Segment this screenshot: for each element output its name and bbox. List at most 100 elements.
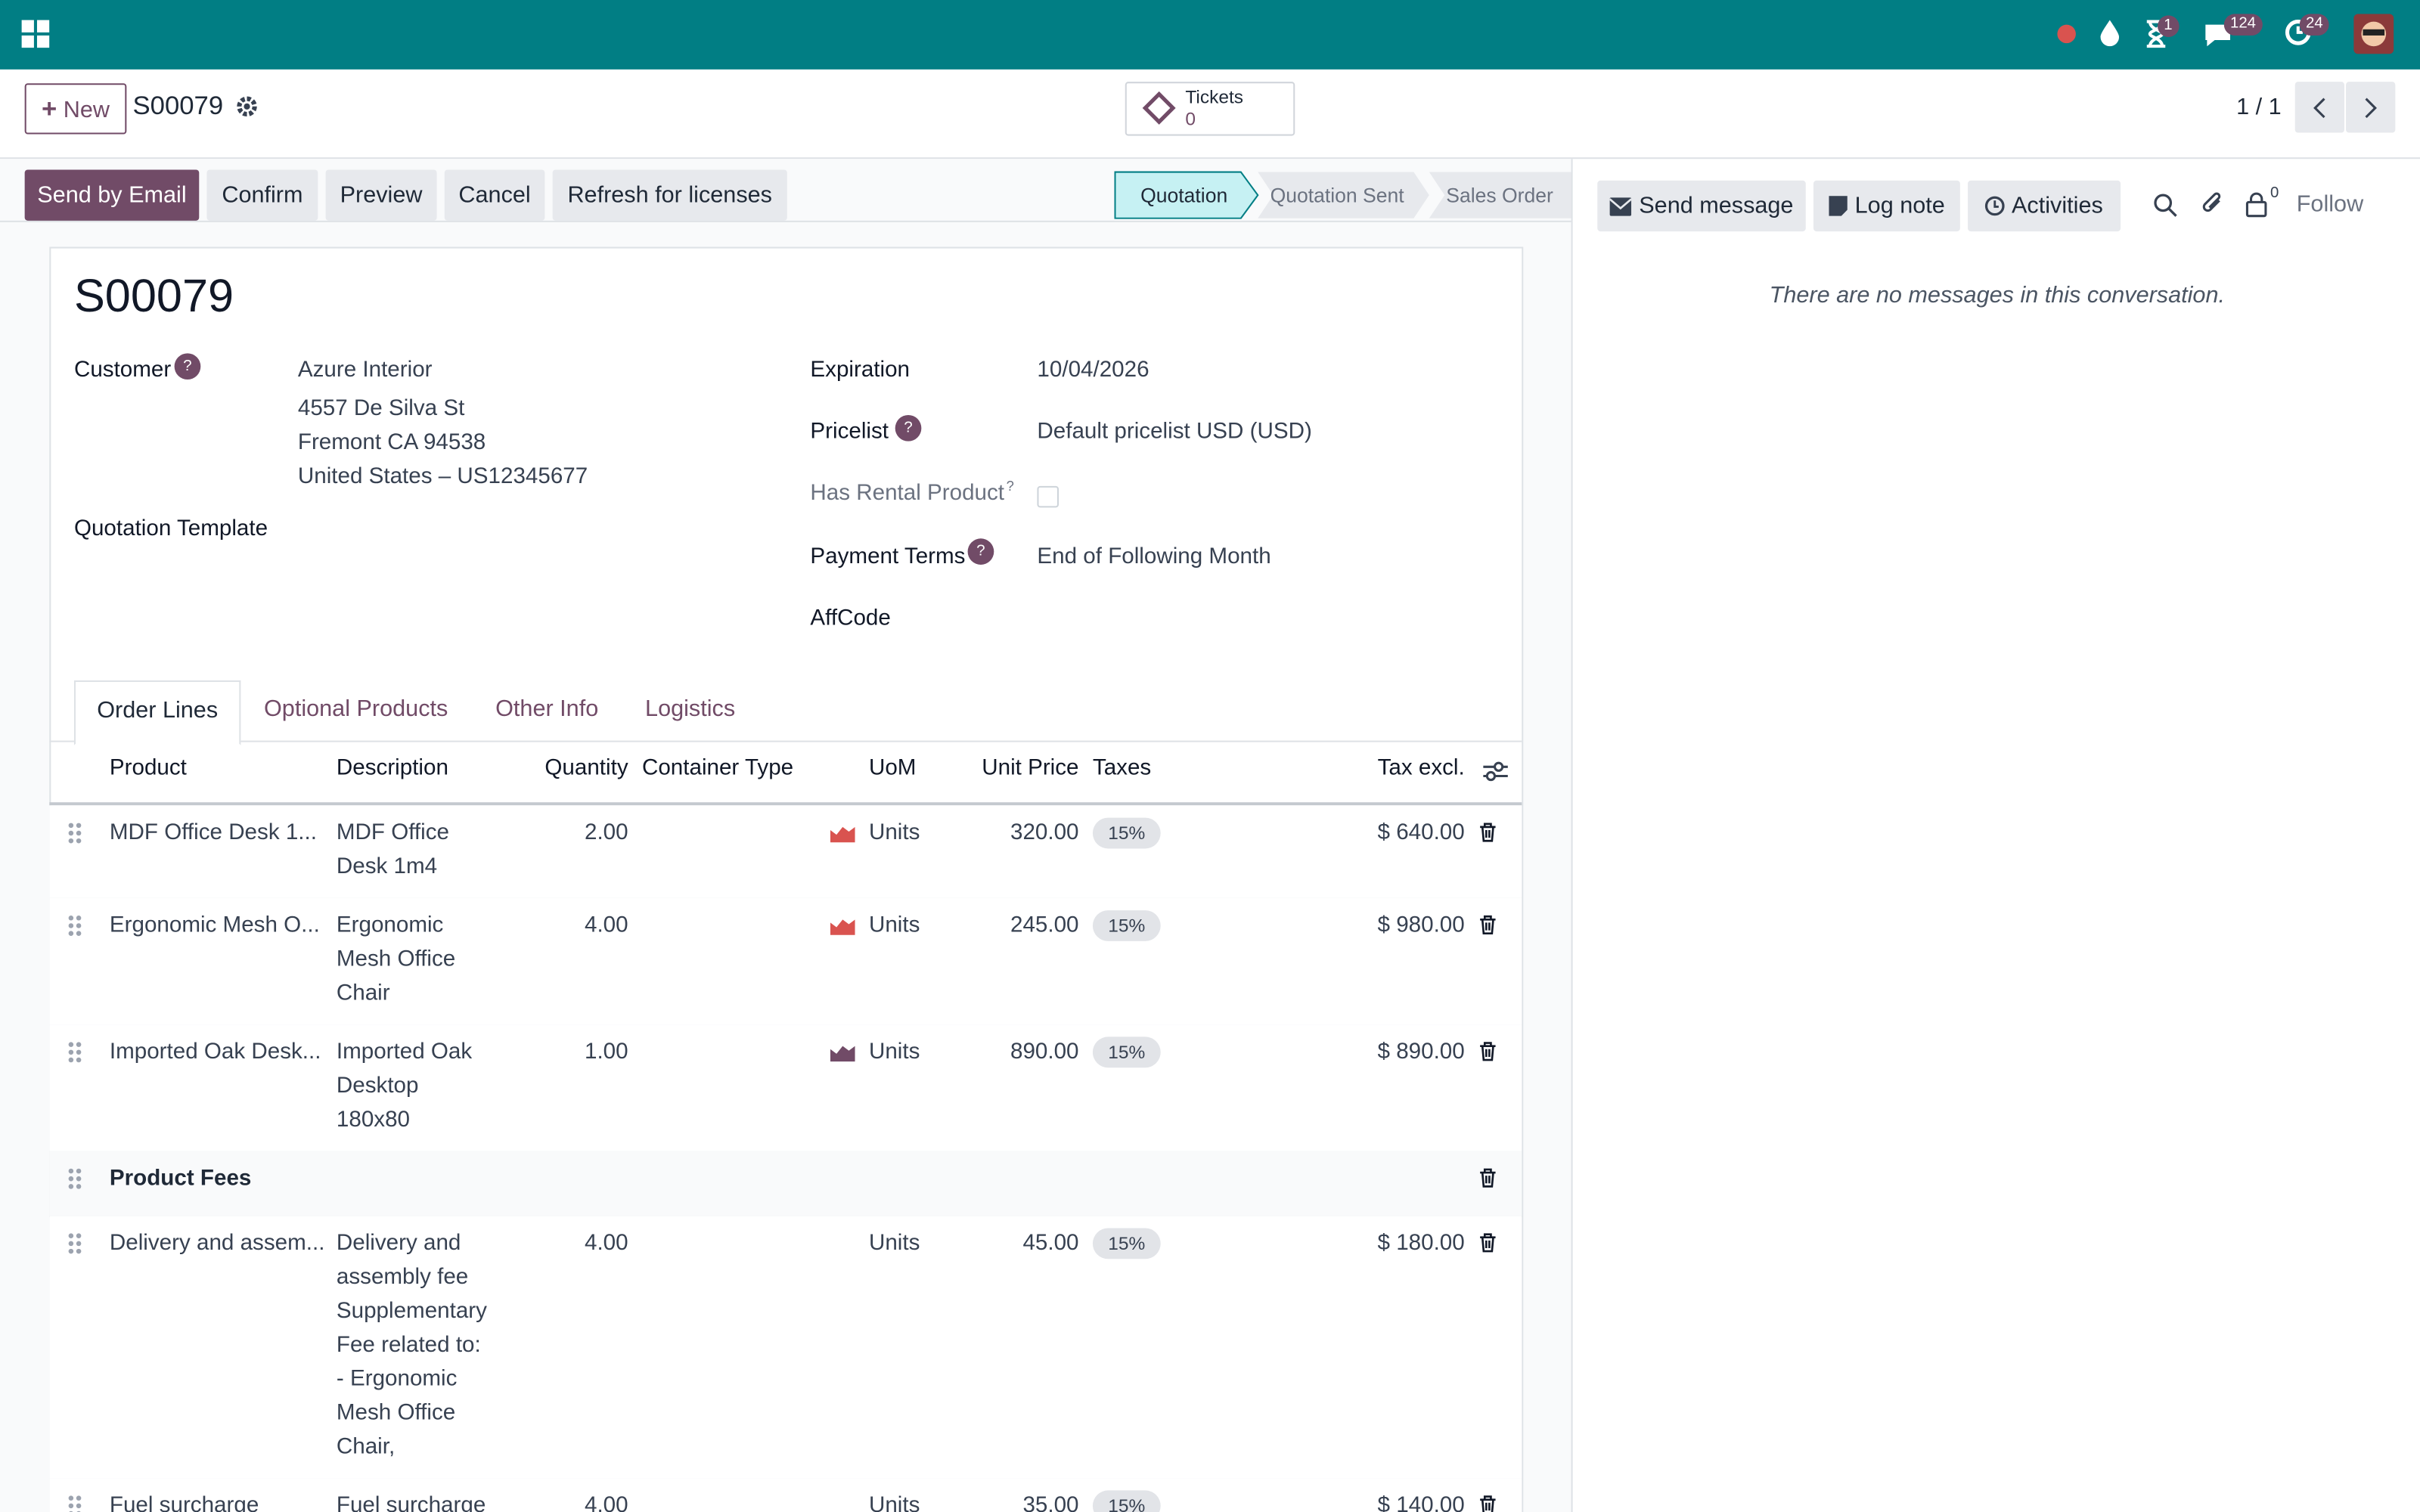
pager-prev[interactable] [2294, 82, 2344, 133]
drag-handle[interactable] [68, 915, 82, 937]
follow-button[interactable]: Follow [2296, 191, 2364, 218]
column-header[interactable]: Description [336, 756, 448, 781]
chat-icon[interactable] [2202, 20, 2233, 48]
navbar [0, 0, 2420, 70]
divider [0, 157, 2420, 160]
delete-button[interactable] [1478, 1495, 1497, 1512]
tickets-label: Tickets [1185, 86, 1244, 108]
drag-handle-glyph [68, 1233, 82, 1254]
forecast-icon[interactable] [830, 916, 855, 937]
drag-handle[interactable] [68, 823, 82, 844]
attachment-icon[interactable] [2201, 191, 2226, 218]
drag-handle[interactable] [68, 1495, 82, 1512]
drop-icon[interactable] [2099, 18, 2121, 47]
drag-handle-glyph [68, 1168, 82, 1189]
forecast-icon[interactable] [830, 1043, 855, 1064]
product: Ergonomic Mesh O... [109, 913, 320, 938]
action-button[interactable]: Cancel [444, 169, 545, 221]
description-line: assembly fee [336, 1265, 469, 1290]
avatar[interactable] [2353, 14, 2394, 54]
column-header[interactable]: Quantity [544, 756, 628, 781]
status-step[interactable]: Sales Order [1446, 183, 1553, 207]
description-line: MDF Office [336, 820, 449, 846]
tab[interactable]: Optional Products [263, 696, 448, 723]
help-icon[interactable]: ? [967, 538, 994, 565]
divider [0, 220, 1571, 222]
action-button[interactable]: Preview [325, 169, 437, 221]
pager-next[interactable] [2346, 82, 2396, 133]
product: Imported Oak Desk... [109, 1040, 321, 1065]
record-icon[interactable] [2055, 23, 2077, 45]
status-step[interactable]: Quotation Sent [1270, 183, 1404, 207]
delete-button[interactable] [1478, 915, 1497, 935]
description-line: Desktop [336, 1074, 419, 1099]
timer-icon[interactable] [2144, 20, 2169, 48]
column-header[interactable]: Unit Price [982, 756, 1079, 781]
tab[interactable]: Other Info [495, 696, 599, 723]
chatter-button[interactable]: Activities [1968, 180, 2121, 232]
checkbox[interactable] [1037, 485, 1059, 508]
address-line: United States – US12345677 [297, 464, 588, 489]
field-label: Customer [73, 358, 172, 383]
pager: 1 / 1 [2236, 94, 2282, 121]
description-line: 180x80 [336, 1108, 410, 1132]
tab[interactable]: Logistics [645, 696, 736, 723]
action-button[interactable]: Confirm [206, 169, 318, 221]
drag-handle[interactable] [68, 1042, 82, 1064]
status-step[interactable]: Quotation [1140, 183, 1228, 207]
search-icon[interactable] [2153, 193, 2178, 218]
field-value[interactable]: 10/04/2026 [1037, 358, 1150, 383]
delete-button[interactable] [1478, 823, 1497, 843]
field-value[interactable]: End of Following Month [1037, 544, 1271, 570]
label: New [63, 97, 110, 124]
field-label: Pricelist [810, 420, 889, 445]
quantity: 4.00 [584, 1493, 628, 1512]
record-title: S00079 [73, 271, 234, 323]
column-settings[interactable] [1483, 761, 1508, 782]
delete-button[interactable] [1478, 1233, 1497, 1253]
gear-icon[interactable] [236, 96, 258, 118]
empty-message: There are no messages in this conversati… [1769, 282, 2225, 309]
action-button[interactable]: Send by Email [24, 169, 200, 221]
column-header[interactable]: Tax excl. [1377, 756, 1465, 781]
section-name: Product Fees [109, 1166, 252, 1191]
drag-handle-glyph [68, 916, 82, 936]
label: Log note [1854, 193, 1945, 219]
action-button[interactable]: Refresh for licenses [552, 169, 787, 221]
column-header[interactable]: Product [109, 756, 187, 781]
product: Delivery and assem... [109, 1231, 325, 1256]
delete-button[interactable] [1478, 1042, 1497, 1062]
column-header[interactable]: Taxes [1092, 756, 1152, 781]
drag-handle[interactable] [68, 1233, 82, 1255]
chatter-button[interactable]: Send message [1597, 180, 1806, 232]
table-row[interactable] [49, 1478, 1522, 1512]
table-row[interactable] [49, 897, 1522, 1027]
description-line: Fuel surcharge [336, 1493, 486, 1512]
help-icon[interactable]: ? [1006, 478, 1014, 494]
uom: Units [868, 1493, 920, 1512]
table-row[interactable] [49, 1151, 1522, 1218]
drag-handle[interactable] [68, 1168, 82, 1190]
tickets-button[interactable] [1125, 82, 1295, 136]
quantity: 4.00 [584, 1231, 628, 1256]
label: Activities [2012, 193, 2103, 219]
apps-icon[interactable] [21, 20, 50, 48]
field-value[interactable]: Default pricelist USD (USD) [1037, 420, 1312, 445]
label: Send message [1639, 193, 1794, 219]
description-line: Chair, [336, 1434, 396, 1460]
quantity: 2.00 [584, 820, 628, 846]
table-row[interactable] [49, 1216, 1522, 1480]
help-icon[interactable]: ? [895, 414, 922, 442]
tax-tag: 15% [1092, 1490, 1161, 1512]
tab-line [49, 740, 1522, 742]
column-header[interactable]: UoM [868, 756, 917, 781]
tab[interactable]: Order Lines [73, 680, 241, 745]
forecast-icon[interactable] [830, 824, 855, 844]
follower-icon[interactable] [2245, 191, 2267, 218]
column-header[interactable]: Container Type [641, 756, 794, 781]
help-icon[interactable]: ? [174, 353, 201, 380]
delete-button[interactable] [1478, 1168, 1497, 1188]
chatter-button[interactable]: Log note [1813, 180, 1960, 232]
new-button[interactable]: + New [24, 83, 127, 135]
uom: Units [868, 1040, 920, 1065]
